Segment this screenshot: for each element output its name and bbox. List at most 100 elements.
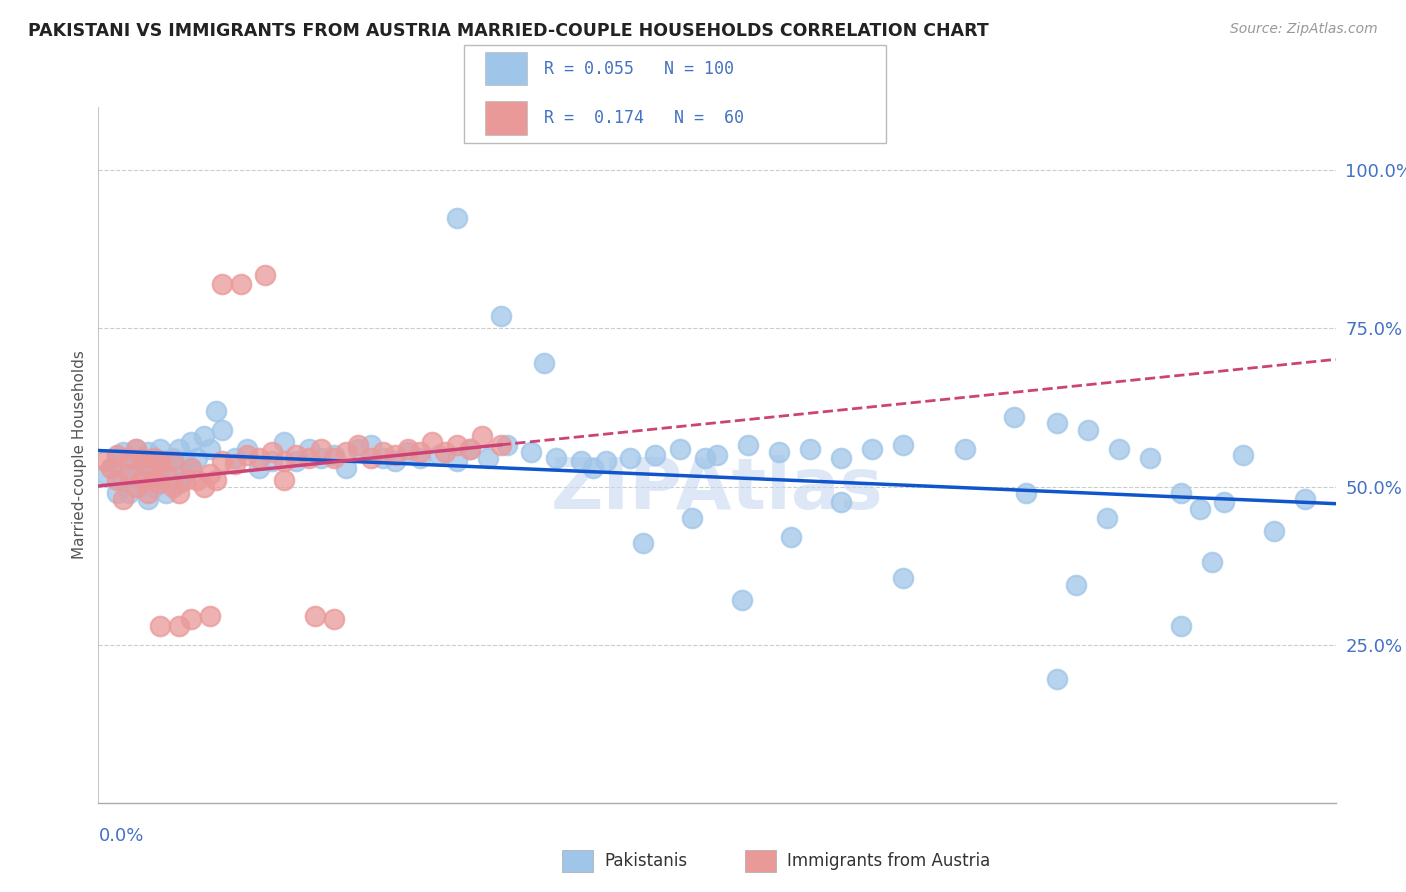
Point — [155, 486, 177, 500]
Point — [273, 473, 295, 487]
Point — [198, 609, 221, 624]
Point — [427, 448, 450, 462]
Point — [396, 442, 419, 456]
Point — [1077, 423, 1099, 437]
Point — [360, 451, 382, 466]
Point — [118, 467, 141, 481]
Point — [254, 268, 277, 282]
Point — [1213, 495, 1236, 509]
Point — [384, 454, 406, 468]
Point — [124, 442, 146, 456]
Point — [1232, 448, 1254, 462]
Point — [105, 451, 128, 466]
Point — [489, 309, 512, 323]
Point — [143, 451, 166, 466]
Point — [186, 451, 208, 466]
Point — [143, 473, 166, 487]
Point — [619, 451, 641, 466]
Point — [211, 277, 233, 292]
Point — [1263, 524, 1285, 538]
Point — [396, 444, 419, 458]
Point — [229, 277, 252, 292]
Point — [693, 451, 716, 466]
Point — [167, 486, 190, 500]
Point — [260, 444, 283, 458]
Point — [546, 451, 568, 466]
Point — [830, 451, 852, 466]
Point — [174, 467, 197, 481]
Point — [136, 444, 159, 458]
Point — [198, 442, 221, 456]
Text: PAKISTANI VS IMMIGRANTS FROM AUSTRIA MARRIED-COUPLE HOUSEHOLDS CORRELATION CHART: PAKISTANI VS IMMIGRANTS FROM AUSTRIA MAR… — [28, 22, 988, 40]
Point — [273, 454, 295, 468]
Point — [211, 423, 233, 437]
Point — [167, 618, 190, 632]
Point — [681, 511, 703, 525]
Point — [131, 454, 153, 468]
Point — [162, 454, 184, 468]
Point — [309, 442, 332, 456]
Point — [285, 448, 308, 462]
Point — [422, 435, 444, 450]
Point — [780, 530, 803, 544]
Point — [706, 448, 728, 462]
Point — [93, 454, 115, 468]
Point — [477, 451, 499, 466]
Point — [180, 460, 202, 475]
Point — [371, 451, 394, 466]
Point — [198, 467, 221, 481]
Point — [162, 479, 184, 493]
Point — [162, 470, 184, 484]
Point — [1188, 501, 1211, 516]
Point — [236, 442, 259, 456]
Point — [273, 435, 295, 450]
Point — [533, 356, 555, 370]
Point — [360, 438, 382, 452]
Point — [433, 444, 456, 458]
Point — [143, 479, 166, 493]
Point — [224, 451, 246, 466]
Point — [520, 444, 543, 458]
Point — [205, 473, 228, 487]
Point — [1170, 486, 1192, 500]
Point — [1294, 492, 1316, 507]
Point — [136, 486, 159, 500]
Point — [105, 448, 128, 462]
Point — [458, 442, 481, 456]
Point — [131, 470, 153, 484]
Point — [1046, 673, 1069, 687]
Point — [322, 451, 344, 466]
Point — [180, 460, 202, 475]
Point — [260, 454, 283, 468]
Point — [167, 476, 190, 491]
Point — [489, 438, 512, 452]
Point — [93, 467, 115, 481]
Point — [298, 442, 321, 456]
Point — [830, 495, 852, 509]
Point — [285, 454, 308, 468]
Point — [731, 593, 754, 607]
Point — [131, 473, 153, 487]
Point — [347, 442, 370, 456]
Point — [446, 211, 468, 225]
Point — [193, 479, 215, 493]
Point — [136, 460, 159, 475]
Point — [118, 451, 141, 466]
Point — [1139, 451, 1161, 466]
Point — [124, 479, 146, 493]
Point — [174, 473, 197, 487]
Point — [1201, 556, 1223, 570]
Point — [247, 451, 270, 466]
Point — [155, 454, 177, 468]
Point — [669, 442, 692, 456]
Point — [891, 571, 914, 585]
Point — [118, 486, 141, 500]
Point — [799, 442, 821, 456]
Point — [298, 451, 321, 466]
Point — [112, 473, 135, 487]
Point — [143, 451, 166, 466]
Point — [186, 473, 208, 487]
Point — [569, 454, 592, 468]
Point — [149, 454, 172, 468]
Point — [105, 473, 128, 487]
